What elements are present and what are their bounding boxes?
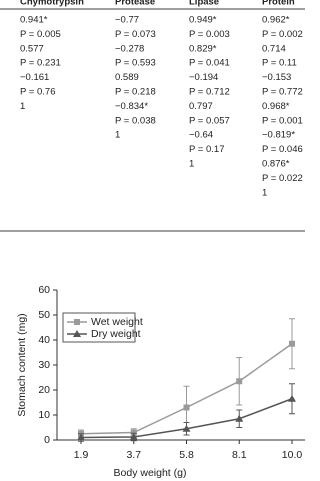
table-cell: −0.278	[115, 43, 144, 54]
marker	[74, 319, 80, 325]
table-cell: 1	[262, 187, 267, 198]
table-cell: P = 0.218	[115, 87, 156, 98]
table-cell: P = 0.593	[115, 58, 156, 69]
y-tick-label: 20	[38, 384, 50, 396]
marker	[73, 330, 81, 337]
table-cell: 0.876*	[262, 159, 290, 170]
table-cell: −0.161	[20, 72, 49, 83]
table-cell: 0.577	[20, 43, 44, 54]
table-cell: P = 0.005	[20, 29, 61, 40]
table-cell: 0.714	[262, 43, 286, 54]
y-tick-label: 0	[44, 434, 50, 446]
table-cell: −0.153	[262, 72, 291, 83]
x-tick-label: 3.7	[126, 449, 141, 461]
legend-box	[62, 312, 136, 343]
table-cell: P = 0.038	[115, 115, 156, 126]
marker	[289, 340, 295, 347]
marker	[288, 394, 296, 402]
table-cell: P = 0.022	[262, 173, 303, 184]
x-tick-label: 10.0	[282, 449, 303, 461]
table-cell: 1	[115, 130, 120, 141]
marker	[235, 414, 244, 422]
legend-label: Dry weight	[91, 328, 141, 340]
y-tick-label: 30	[38, 359, 50, 371]
table-cell: P = 0.11	[262, 58, 297, 69]
column-header: Lipase	[189, 0, 219, 8]
marker	[182, 424, 191, 432]
chart: Body weight (g) Stomach content (mg) 0 10…	[16, 284, 305, 479]
table-cell: P = 0.772	[262, 87, 303, 98]
table-cell: 0.962*	[262, 15, 290, 26]
marker	[130, 429, 137, 436]
marker	[236, 378, 243, 385]
x-tick-label: 1.9	[74, 449, 89, 461]
table: Chymotrypsin 0.941* P = 0.005 0.577 P = 0.23…	[0, 0, 305, 232]
y-tick-label: 50	[38, 309, 50, 321]
table-cell: 0.589	[115, 72, 139, 83]
table-cell: −0.194	[189, 72, 218, 83]
table-cell: P = 0.17	[189, 144, 224, 155]
y-tick-label: 10	[38, 409, 50, 421]
table-cell: −0.834*	[115, 101, 148, 112]
table-cell: P = 0.712	[189, 87, 230, 98]
table-cell: 0.829*	[189, 43, 217, 54]
table-cell: P = 0.046	[262, 144, 303, 155]
marker	[129, 433, 138, 440]
table-cell: P = 0.002	[262, 29, 303, 40]
table-cell: P = 0.001	[262, 115, 303, 126]
table-cell: 1	[20, 101, 25, 112]
table-cell: 0.949*	[189, 15, 217, 26]
marker	[77, 433, 85, 441]
legend-label: Wet weight	[91, 316, 143, 328]
table-cell: 0.941*	[20, 15, 48, 26]
column-header: Protein	[262, 0, 295, 8]
y-axis-label: Stomach content (mg)	[16, 313, 28, 416]
y-tick-label: 40	[38, 334, 50, 346]
table-cell: P = 0.003	[189, 29, 230, 40]
marker	[183, 404, 190, 411]
y-tick-label: 60	[38, 284, 50, 296]
table-cell: 0.968*	[262, 101, 290, 112]
x-axis-label: Body weight (g)	[114, 467, 187, 479]
table-cell: P = 0.76	[20, 87, 55, 98]
x-tick-label: 5.8	[179, 449, 194, 461]
table-cell: P = 0.041	[189, 58, 230, 69]
table-cell: −0.64	[189, 130, 213, 141]
table-cell: P = 0.073	[115, 29, 156, 40]
x-tick-label: 8.1	[232, 449, 247, 461]
table-cell: P = 0.231	[20, 58, 61, 69]
table-cell: 1	[189, 159, 194, 170]
table-cell: −0.77	[115, 15, 139, 26]
table-cell: −0.819*	[262, 130, 295, 141]
table-cell: P = 0.057	[189, 115, 230, 126]
column-header: Chymotrypsin	[20, 0, 84, 8]
table-cell: 0.797	[189, 101, 213, 112]
page: Chymotrypsin 0.941* P = 0.005 0.577 P = 0.23…	[0, 0, 305, 479]
column-header: Protease	[115, 0, 155, 8]
